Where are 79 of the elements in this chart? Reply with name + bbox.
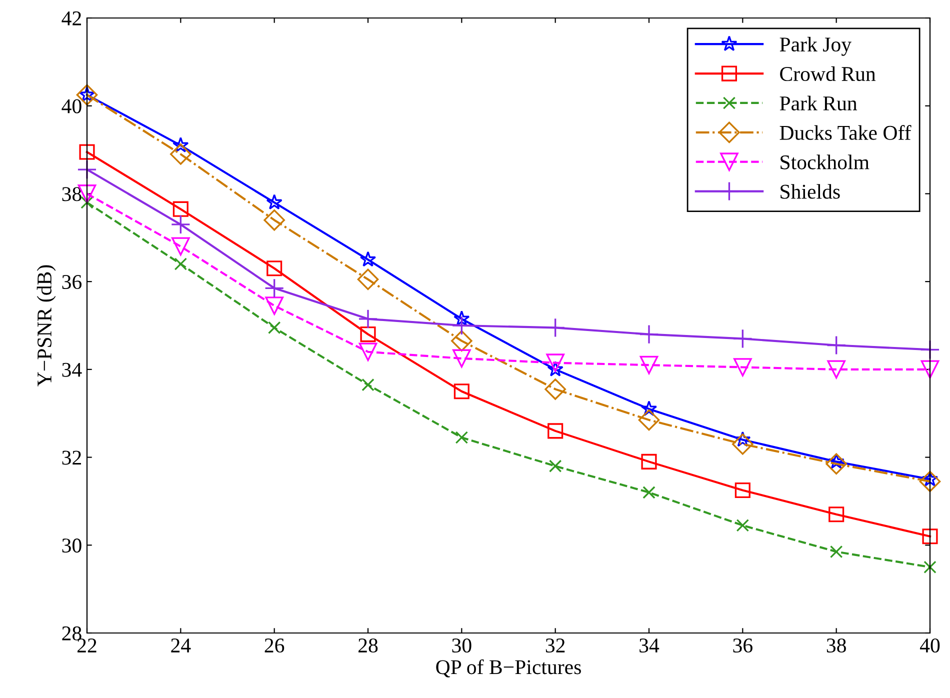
point	[79, 144, 95, 160]
point	[922, 528, 938, 544]
legend-label: Shields	[780, 184, 840, 199]
point	[266, 260, 282, 276]
point	[546, 354, 564, 372]
x-tick-label: 38	[826, 638, 846, 653]
point	[548, 460, 562, 472]
point	[360, 326, 376, 342]
legend-label: Crowd Run	[780, 66, 876, 82]
legend-label: Stockholm	[780, 154, 870, 170]
x-tick-label: 34	[640, 638, 660, 653]
point	[640, 356, 658, 374]
point	[547, 360, 564, 376]
point	[732, 433, 754, 455]
point	[639, 324, 659, 344]
point	[638, 409, 660, 431]
legend-label: Park Joy	[780, 36, 852, 56]
point	[920, 340, 940, 360]
y-tick-label: 34	[62, 362, 82, 377]
point	[77, 160, 97, 180]
y-axis-title: Y−PSNR (dB)	[36, 265, 56, 386]
y-tick-label: 32	[62, 450, 81, 465]
x-tick-label: 32	[546, 638, 565, 653]
x-tick-label: 30	[452, 638, 472, 653]
point	[919, 470, 941, 492]
x-tick-label: 26	[264, 638, 284, 653]
point	[734, 358, 752, 376]
point	[454, 310, 470, 326]
point	[642, 486, 656, 499]
point	[827, 360, 846, 379]
point	[360, 251, 376, 267]
point	[172, 136, 189, 152]
point	[174, 258, 188, 270]
x-axis-title: QP of B−Pictures	[436, 659, 581, 678]
y-tick-label: 30	[62, 538, 82, 553]
point	[362, 378, 374, 392]
point	[358, 309, 378, 329]
x-tick-label: 28	[358, 638, 378, 653]
point	[172, 237, 190, 256]
point	[265, 296, 284, 315]
point	[455, 431, 468, 444]
legend-label: Ducks Take Off	[780, 125, 912, 140]
point	[734, 482, 750, 498]
point	[924, 560, 936, 574]
point	[548, 423, 564, 439]
point	[358, 342, 378, 362]
y-tick-label: 38	[62, 187, 82, 202]
point	[454, 384, 470, 400]
y-tick-label: 28	[62, 626, 82, 640]
point	[920, 360, 940, 379]
point	[452, 349, 471, 368]
x-tick-label: 24	[171, 638, 191, 652]
legend-label: Park Run	[780, 96, 858, 110]
point	[826, 453, 847, 475]
y-tick-label: 36	[62, 275, 82, 290]
point	[451, 330, 472, 352]
point	[830, 545, 843, 558]
point	[170, 144, 192, 165]
point	[826, 335, 846, 356]
point	[264, 209, 285, 231]
x-tick-label: 22	[78, 638, 96, 652]
point	[357, 268, 379, 290]
point	[266, 194, 282, 210]
point	[640, 400, 658, 416]
point	[264, 278, 284, 298]
point	[80, 196, 94, 209]
x-tick-label: 36	[733, 638, 752, 653]
point	[172, 201, 188, 217]
point	[170, 214, 191, 234]
x-tick-label: 40	[920, 638, 940, 653]
point	[828, 506, 844, 522]
y-tick-label: 42	[62, 11, 81, 26]
point	[268, 321, 281, 334]
point	[452, 316, 472, 336]
point	[641, 454, 657, 470]
point	[736, 518, 750, 532]
y-tick-label: 40	[62, 99, 82, 114]
point	[544, 378, 566, 400]
point	[732, 328, 753, 349]
